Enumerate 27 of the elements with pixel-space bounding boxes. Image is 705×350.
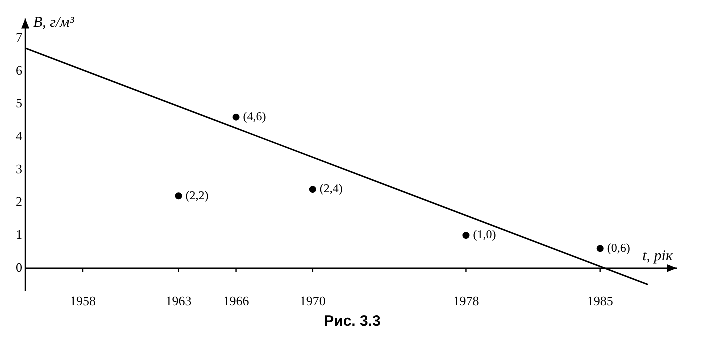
point bbox=[232, 114, 240, 121]
x-tick-label: 1985 bbox=[587, 294, 614, 309]
x-axis-title: t, рік bbox=[642, 248, 674, 264]
point bbox=[462, 232, 470, 240]
data-label: (2,4) bbox=[320, 182, 343, 196]
x-tick-label: 1958 bbox=[70, 294, 96, 309]
data-label: (1,0) bbox=[473, 228, 496, 242]
point bbox=[596, 245, 604, 252]
y-axis-title: B, г/м³ bbox=[34, 14, 75, 31]
data-label: (2,2) bbox=[186, 188, 209, 202]
y-tick-label: 1 bbox=[16, 226, 22, 242]
y-tick-label: 3 bbox=[16, 161, 22, 176]
y-tick-label: 0 bbox=[16, 260, 22, 275]
y-tick-label: 5 bbox=[16, 96, 22, 111]
x-tick-label: 1978 bbox=[453, 294, 480, 309]
point bbox=[309, 186, 316, 194]
x-tick-label: 1970 bbox=[300, 294, 326, 309]
text: Рис. 3.3 bbox=[323, 313, 382, 330]
data-label: (0,6) bbox=[607, 240, 630, 255]
x-tick-label: 1963 bbox=[166, 294, 192, 309]
y-tick-label: 7 bbox=[16, 30, 23, 45]
y-tick-label: 2 bbox=[16, 194, 22, 210]
y-tick-label: 6 bbox=[16, 62, 23, 78]
data-label: (4,6) bbox=[243, 109, 266, 124]
y-tick-label: 4 bbox=[16, 128, 23, 144]
x-tick-label: 1966 bbox=[223, 294, 250, 309]
point bbox=[175, 192, 182, 200]
